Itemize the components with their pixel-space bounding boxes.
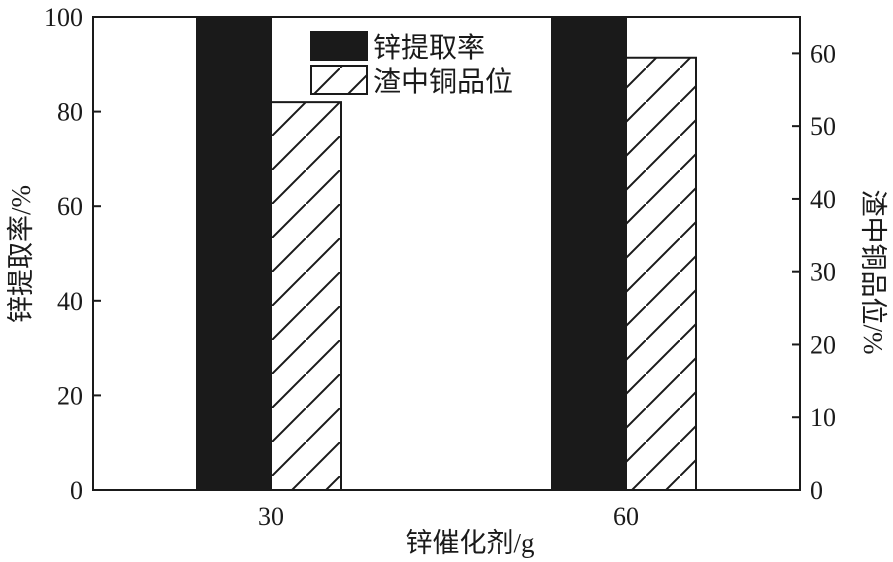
y-tick-label-left: 20: [57, 381, 83, 410]
legend-label: 锌提取率: [373, 32, 485, 64]
bar-zinc-extraction-30: [196, 16, 272, 491]
y-tick-label-right: 20: [810, 330, 836, 359]
bar-copper-grade-30: [270, 101, 342, 491]
y-tick-label-left: 80: [57, 98, 83, 127]
legend-swatch: [310, 31, 368, 61]
bar-zinc-extraction-60: [551, 16, 627, 491]
y-tick-label-right: 60: [810, 39, 836, 68]
x-tick-label: 60: [613, 502, 639, 531]
legend-swatch: [310, 65, 368, 95]
y-tick-label-left: 100: [44, 3, 83, 32]
y-axis-label-left: 锌提取率/%: [6, 185, 36, 323]
y-tick-label-left: 60: [57, 192, 83, 221]
y-tick-label-right: 30: [810, 258, 836, 287]
bar-copper-grade-60: [625, 56, 697, 492]
plot-frame: [92, 16, 801, 491]
legend-label: 渣中铜品位: [373, 66, 513, 98]
x-tick-label: 30: [258, 502, 284, 531]
y-tick-label-left: 40: [57, 287, 83, 316]
y-tick-label-left: 0: [70, 476, 83, 505]
y-axis-label-right: 渣中铜品位/%: [858, 190, 888, 355]
y-tick-label-right: 10: [810, 403, 836, 432]
y-tick-label-right: 40: [810, 185, 836, 214]
y-tick-label-right: 50: [810, 112, 836, 141]
x-axis-label: 锌催化剂/g: [405, 528, 534, 558]
y-tick-label-right: 0: [810, 476, 823, 505]
